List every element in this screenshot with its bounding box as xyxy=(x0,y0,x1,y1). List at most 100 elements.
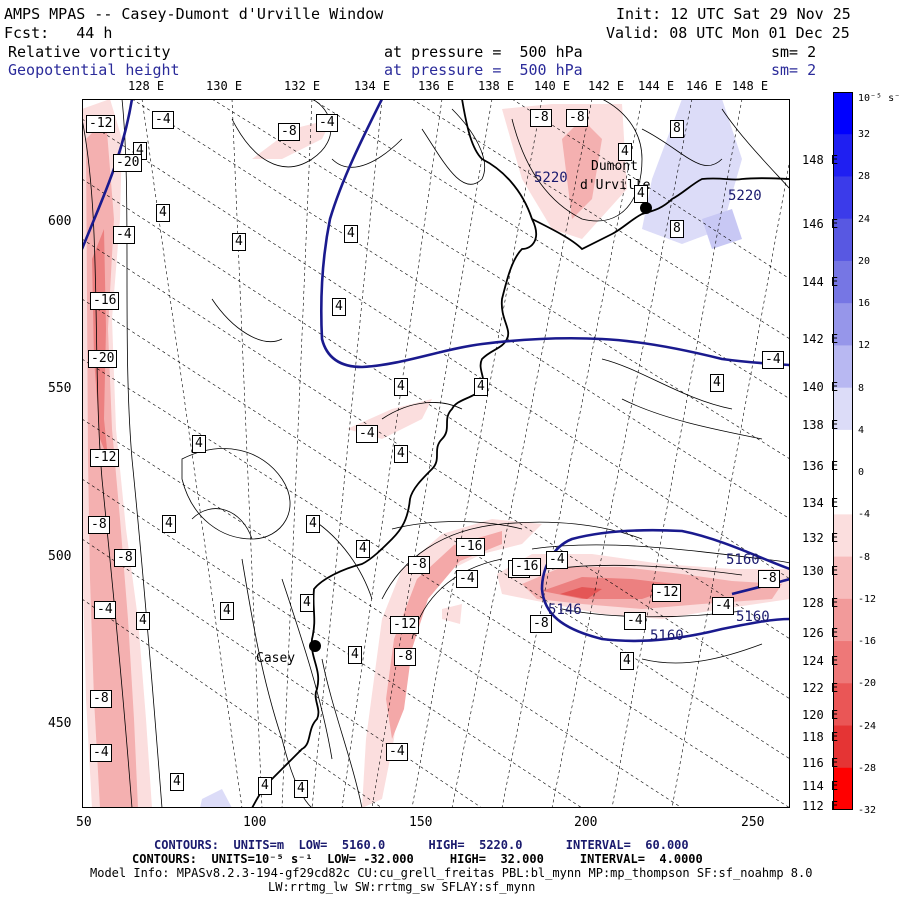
field2-level: at pressure = 500 hPa xyxy=(384,61,583,79)
right-lon-label: 112 E xyxy=(802,799,839,813)
vorticity-contour-label: 4 xyxy=(394,378,408,396)
colorbar-tick-label: 12 xyxy=(858,340,871,352)
vorticity-contour-label: -8 xyxy=(566,109,588,127)
top-lon-label: 138 E xyxy=(478,79,515,93)
graticule xyxy=(82,99,790,808)
colorbar-unit: 10⁻⁵ s⁻¹ xyxy=(858,93,900,104)
vorticity-contour-label: -4 xyxy=(316,114,338,132)
colorbar-cell xyxy=(833,218,853,262)
height-label: 5146 xyxy=(548,602,582,618)
x-tick-label: 50 xyxy=(76,815,92,830)
field1-name: Relative vorticity xyxy=(8,43,171,61)
field2-smoothing: sm= 2 xyxy=(771,61,817,79)
vorticity-contour-label: 4 xyxy=(344,225,358,243)
vorticity-contour-label: 4 xyxy=(474,378,488,396)
model-info-line2: LW:rrtmg_lw SW:rrtmg_sw SFLAY:sf_mynn xyxy=(268,880,536,894)
colorbar-tick-label: -20 xyxy=(858,678,877,690)
colorbar-cell xyxy=(833,345,853,389)
vorticity-contour-label: 4 xyxy=(634,185,648,203)
vorticity-contour-label: -8 xyxy=(278,123,300,141)
vorticity-contour-label: 4 xyxy=(618,143,632,161)
right-lon-label: 128 E xyxy=(802,596,839,610)
colorbar-tick-label: 8 xyxy=(858,382,865,394)
colorbar-cell xyxy=(833,683,853,727)
vorticity-contour-label: -8 xyxy=(394,648,416,666)
right-lon-label: 146 E xyxy=(802,217,839,231)
vorticity-contour-info: CONTOURS: UNITS=10⁻⁵ s⁻¹ LOW= -32.000 HI… xyxy=(132,852,703,866)
coastline-east xyxy=(531,177,790,251)
vorticity-contour-label: -8 xyxy=(90,690,112,708)
colorbar-cell xyxy=(833,176,853,220)
coastline xyxy=(251,99,537,808)
right-lon-label: 138 E xyxy=(802,418,839,432)
colorbar-cell xyxy=(833,303,853,346)
vorticity-contour-label: 8 xyxy=(670,220,684,238)
field1-level: at pressure = 500 hPa xyxy=(384,43,583,61)
right-lon-label: 116 E xyxy=(802,756,839,770)
init-time: Init: 12 UTC Sat 29 Nov 25 xyxy=(616,5,851,23)
height-contours xyxy=(82,99,790,643)
height-label: 5160 xyxy=(650,628,684,644)
vorticity-contour-label: -4 xyxy=(624,612,646,630)
vorticity-contour-label: 4 xyxy=(136,612,150,630)
vorticity-contour-label: -16 xyxy=(512,558,542,576)
y-tick-label: 550 xyxy=(48,381,72,396)
colorbar-cell xyxy=(833,514,853,558)
colorbar-tick-label: 16 xyxy=(858,298,871,310)
vorticity-contour-label: 4 xyxy=(306,515,320,533)
top-lon-label: 132 E xyxy=(284,79,321,93)
height-label: 5160 xyxy=(726,552,760,568)
vorticity-contour-label: -12 xyxy=(90,449,120,467)
colorbar-tick-label: -12 xyxy=(858,593,877,605)
colorbar xyxy=(833,92,853,810)
colorbar-cell xyxy=(833,387,853,431)
vorticity-contour-label: -12 xyxy=(390,616,420,634)
vorticity-contour-label: -4 xyxy=(90,744,112,762)
top-lon-label: 144 E xyxy=(638,79,675,93)
map-plot xyxy=(82,99,790,808)
vorticity-contour-label: -8 xyxy=(114,549,136,567)
colorbar-tick-label: 28 xyxy=(858,171,871,183)
top-lon-label: 128 E xyxy=(128,79,165,93)
y-tick-label: 500 xyxy=(48,549,72,564)
colorbar-cell xyxy=(833,641,853,684)
x-tick-label: 150 xyxy=(409,815,433,830)
vorticity-contour-label: 4 xyxy=(192,435,206,453)
right-lon-label: 148 E xyxy=(802,153,839,167)
colorbar-cell xyxy=(833,472,853,515)
vorticity-contour-label: 4 xyxy=(348,646,362,664)
vorticity-contour-label: 8 xyxy=(670,120,684,138)
vorticity-contour-label: 4 xyxy=(220,602,234,620)
durville-label: d'Urville xyxy=(580,178,651,193)
vorticity-contour-label: -4 xyxy=(356,425,378,443)
colorbar-cell xyxy=(833,260,853,304)
top-lon-label: 142 E xyxy=(588,79,625,93)
vorticity-contour-label: 4 xyxy=(356,540,370,558)
field2-name: Geopotential height xyxy=(8,61,180,79)
right-lon-label: 136 E xyxy=(802,459,839,473)
colorbar-cell xyxy=(833,725,853,769)
colorbar-tick-label: -4 xyxy=(858,509,871,521)
vorticity-contour-label: -16 xyxy=(456,538,486,556)
vorticity-contour-label: 4 xyxy=(620,652,634,670)
vorticity-contour-label: 4 xyxy=(156,204,170,222)
right-lon-label: 118 E xyxy=(802,730,839,744)
vorticity-contour-label: -16 xyxy=(90,292,120,310)
x-tick-label: 100 xyxy=(243,815,267,830)
vorticity-shading-positive xyxy=(200,99,742,808)
vorticity-contour-label: -12 xyxy=(86,115,116,133)
colorbar-tick-label: 20 xyxy=(858,255,871,267)
vorticity-contour-label: -12 xyxy=(652,584,682,602)
vorticity-contour-label: -8 xyxy=(530,615,552,633)
height-label: 5220 xyxy=(534,170,568,186)
colorbar-cell xyxy=(833,556,853,600)
vorticity-contour-label: -4 xyxy=(712,597,734,615)
colorbar-cell xyxy=(833,134,853,177)
colorbar-cell xyxy=(833,598,853,642)
y-tick-label: 600 xyxy=(48,214,72,229)
vorticity-contour-label: -8 xyxy=(408,556,430,574)
dumont-label: Dumont xyxy=(591,159,638,174)
colorbar-tick-label: -8 xyxy=(858,551,871,563)
top-lon-label: 140 E xyxy=(534,79,571,93)
colorbar-tick-label: 0 xyxy=(858,467,865,479)
